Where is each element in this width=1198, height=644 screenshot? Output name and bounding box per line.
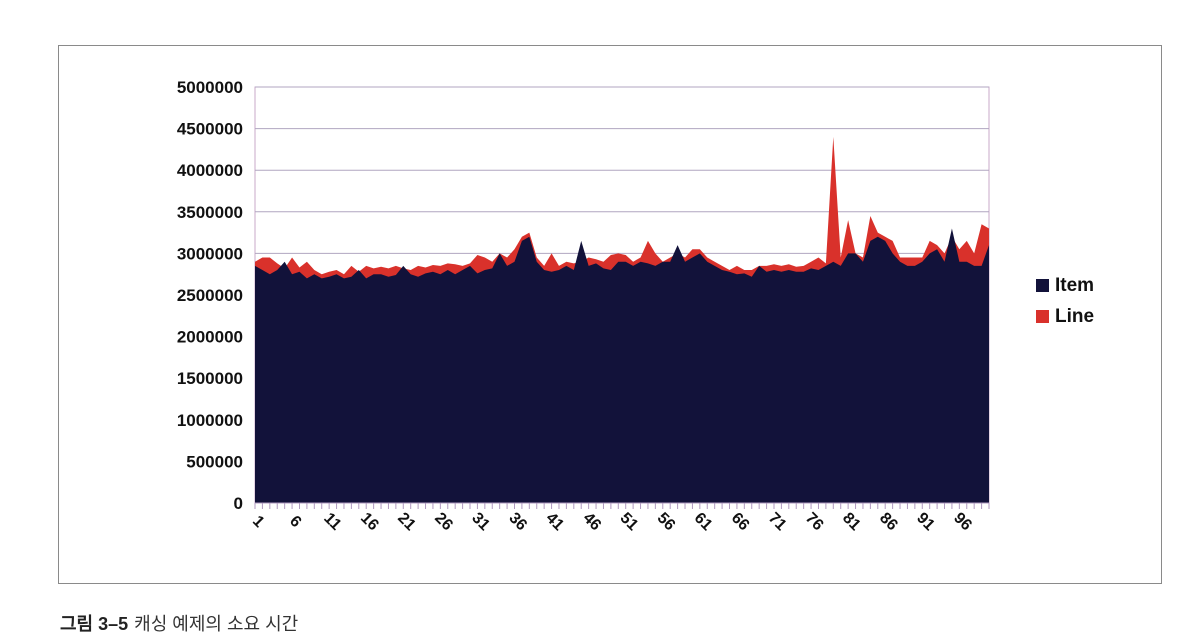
x-tick-label: 61 bbox=[691, 510, 716, 535]
chart-frame: 5000000 4500000 4000000 3500000 3000000 25000… bbox=[58, 45, 1162, 584]
x-tick-label: 71 bbox=[765, 510, 790, 535]
y-tick-label: 2500000 bbox=[177, 286, 243, 305]
x-tick-label: 6 bbox=[286, 513, 304, 531]
x-tick-label: 26 bbox=[431, 510, 456, 535]
legend-swatch-line bbox=[1036, 310, 1049, 323]
figure-caption-text: 캐싱 예제의 소요 시간 bbox=[134, 614, 299, 634]
x-tick-label: 46 bbox=[580, 510, 605, 535]
legend-swatch-item bbox=[1036, 279, 1049, 292]
x-tick-label: 86 bbox=[876, 510, 901, 535]
chart: 5000000450000040000003500000300000025000… bbox=[177, 78, 1094, 535]
y-tick-label: 5000000 bbox=[177, 78, 243, 97]
x-tick-label: 96 bbox=[950, 510, 975, 535]
x-tick-label: 16 bbox=[357, 510, 382, 535]
series-area-item bbox=[255, 228, 989, 503]
y-tick-label: 500000 bbox=[186, 452, 243, 471]
x-tick-label: 81 bbox=[839, 510, 864, 535]
figure-label: 그림 3–5 bbox=[60, 614, 129, 634]
y-tick-label: 2000000 bbox=[177, 328, 243, 347]
y-tick-label: 0 bbox=[234, 494, 243, 513]
x-tick-label: 21 bbox=[394, 510, 419, 535]
y-tick-label: 1500000 bbox=[177, 369, 243, 388]
x-tick-label: 66 bbox=[728, 510, 753, 535]
y-tick-label: 3500000 bbox=[177, 203, 243, 222]
x-tick-label: 76 bbox=[802, 510, 827, 535]
y-tick-label: 4000000 bbox=[177, 161, 243, 180]
x-tick-label: 41 bbox=[542, 510, 567, 535]
x-tick-label: 31 bbox=[468, 510, 493, 535]
legend-label-line: Line bbox=[1055, 306, 1094, 327]
y-tick-label: 4500000 bbox=[177, 120, 243, 139]
x-tick-label: 36 bbox=[505, 510, 530, 535]
x-tick-label: 91 bbox=[913, 510, 938, 535]
y-tick-label: 3000000 bbox=[177, 244, 243, 263]
y-tick-label: 1000000 bbox=[177, 411, 243, 430]
x-tick-label: 11 bbox=[320, 510, 344, 534]
figure-caption: 그림 3–5 캐싱 예제의 소요 시간 bbox=[60, 610, 298, 636]
legend-label-item: Item bbox=[1055, 275, 1094, 296]
x-tick-label: 56 bbox=[654, 510, 679, 535]
x-tick-label: 51 bbox=[617, 510, 642, 535]
x-tick-label: 1 bbox=[249, 513, 267, 531]
